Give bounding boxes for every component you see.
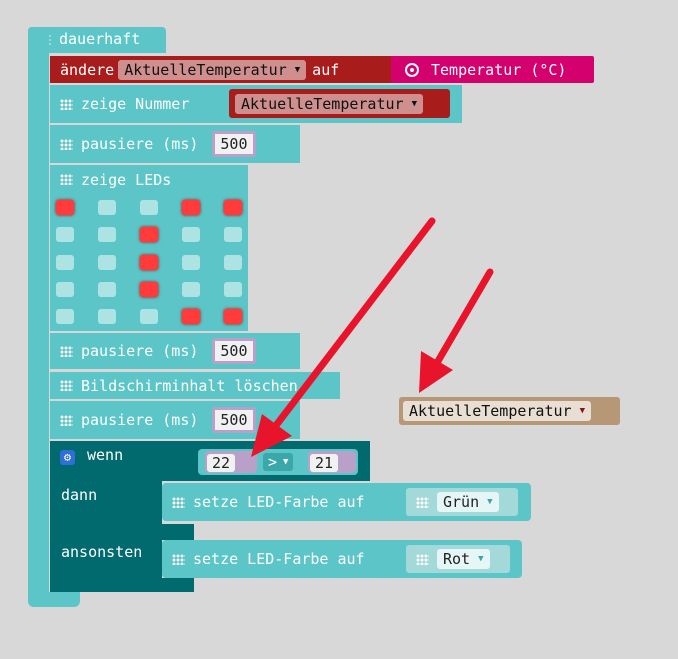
- led-cell[interactable]: [224, 200, 242, 215]
- color-picker-red[interactable]: Rot ▼: [406, 545, 510, 573]
- led-cell[interactable]: [98, 227, 116, 242]
- if-label: wenn: [87, 446, 124, 464]
- compare-left-value[interactable]: 22: [207, 454, 236, 472]
- forever-bottom: [28, 592, 80, 607]
- temperature-block[interactable]: Temperatur (°C): [391, 56, 594, 83]
- pause-value-1[interactable]: 500: [212, 131, 256, 157]
- led-cell[interactable]: [98, 309, 116, 324]
- variable-dropdown-2[interactable]: AktuelleTemperatur ▼: [235, 93, 423, 114]
- temperature-label: Temperatur (°C): [431, 60, 567, 79]
- clear-screen-block[interactable]: Bildschirminhalt löschen: [50, 372, 340, 399]
- chevron-down-icon: ▼: [283, 457, 289, 467]
- grid-dots-icon: [60, 98, 73, 110]
- loose-variable-dropdown[interactable]: AktuelleTemperatur ▼: [403, 401, 591, 421]
- chevron-down-icon: ▼: [478, 554, 484, 564]
- led-cell[interactable]: [140, 309, 158, 324]
- led-cell[interactable]: [182, 227, 200, 242]
- pause-label-2: pausiere (ms): [81, 342, 199, 360]
- led-cell[interactable]: [224, 282, 242, 297]
- else-label: ansonsten: [61, 543, 143, 561]
- grid-dots-icon: [172, 553, 185, 565]
- led-cell[interactable]: [56, 255, 74, 270]
- pause-value-2[interactable]: 500: [212, 338, 256, 364]
- arrow-to-variable: [419, 268, 494, 393]
- pause-label-1: pausiere (ms): [81, 135, 199, 153]
- show-number-label: zeige Nummer: [81, 95, 190, 113]
- color-green-label: Grün: [443, 493, 480, 511]
- color-dropdown-red[interactable]: Rot ▼: [437, 549, 490, 569]
- grid-dots-icon: [60, 174, 73, 185]
- led-cell[interactable]: [140, 282, 158, 297]
- pause-block-1[interactable]: pausiere (ms) 500: [50, 125, 300, 163]
- forever-label: dauerhaft: [59, 30, 141, 48]
- set-led-color-label-1: setze LED-Farbe auf: [193, 493, 365, 511]
- led-cell[interactable]: [224, 309, 242, 324]
- set-variable-label: ändere: [60, 60, 115, 79]
- loose-variable-block[interactable]: AktuelleTemperatur ▼: [399, 397, 620, 425]
- chevron-down-icon: ▼: [579, 406, 585, 416]
- pause-value-3[interactable]: 500: [212, 407, 256, 433]
- led-cell[interactable]: [140, 255, 158, 270]
- compare-operator[interactable]: > ▼: [263, 453, 294, 471]
- set-led-color-label-2: setze LED-Farbe auf: [193, 550, 365, 568]
- led-cell[interactable]: [98, 255, 116, 270]
- show-leds-label: zeige LEDs: [81, 171, 172, 189]
- pause-label-3: pausiere (ms): [81, 411, 199, 429]
- led-cell[interactable]: [224, 255, 242, 270]
- variable-name: AktuelleTemperatur: [124, 60, 287, 79]
- chevron-down-icon: ▼: [411, 98, 417, 109]
- thermometer-icon: [405, 62, 419, 77]
- color-red-label: Rot: [443, 550, 471, 568]
- led-cell[interactable]: [98, 200, 116, 215]
- compare-right-wrap: 21: [308, 451, 356, 473]
- variable-reporter[interactable]: AktuelleTemperatur ▼: [229, 89, 450, 118]
- grid-dots-icon: [172, 496, 185, 508]
- variable-dropdown[interactable]: AktuelleTemperatur ▼: [118, 59, 307, 80]
- clear-screen-label: Bildschirminhalt löschen: [81, 376, 298, 395]
- led-cell[interactable]: [182, 255, 200, 270]
- chevron-down-icon: ▼: [294, 64, 301, 75]
- pause-block-3[interactable]: pausiere (ms) 500: [50, 401, 300, 439]
- pause-block-2[interactable]: pausiere (ms) 500: [50, 333, 300, 369]
- led-cell[interactable]: [182, 200, 200, 215]
- if-bottom: [50, 578, 194, 592]
- gear-icon: ⚙: [60, 450, 75, 465]
- color-dropdown-green[interactable]: Grün ▼: [437, 492, 499, 512]
- grid-dots-icon: [60, 414, 73, 426]
- variable-name-2: AktuelleTemperatur: [241, 94, 404, 113]
- chevron-down-icon: ▼: [487, 497, 493, 507]
- compare-right-value[interactable]: 21: [310, 454, 339, 472]
- color-picker-green[interactable]: Grün ▼: [406, 488, 518, 516]
- led-cell[interactable]: [224, 227, 242, 242]
- grid-dots-icon: [416, 553, 429, 565]
- forever-header: dauerhaft: [38, 30, 140, 48]
- operator-label: >: [268, 453, 278, 471]
- loose-variable-name: AktuelleTemperatur: [409, 402, 572, 420]
- led-cell[interactable]: [56, 309, 74, 324]
- compare-left-wrap: 22: [205, 451, 257, 473]
- grid-dots-icon: [416, 496, 429, 508]
- led-cell[interactable]: [56, 200, 74, 215]
- led-cell[interactable]: [140, 200, 158, 215]
- set-variable-to-label: auf: [312, 60, 340, 79]
- if-left-arm: [50, 441, 162, 591]
- led-cell[interactable]: [98, 282, 116, 297]
- forever-block[interactable]: [28, 27, 166, 53]
- set-variable-block[interactable]: ändere AktuelleTemperatur ▼ auf: [50, 56, 392, 83]
- grid-dots-icon: [60, 380, 73, 391]
- led-cell[interactable]: [140, 227, 158, 242]
- grid-dots-icon: [60, 138, 73, 150]
- show-leds-block[interactable]: zeige LEDs: [50, 165, 248, 331]
- else-band: [50, 524, 194, 540]
- grid-dots-icon: [60, 345, 73, 357]
- forever-left-arm: [28, 27, 49, 607]
- led-cell[interactable]: [182, 309, 200, 324]
- led-cell[interactable]: [182, 282, 200, 297]
- then-label: dann: [61, 486, 98, 504]
- led-cell[interactable]: [56, 282, 74, 297]
- if-header: ⚙ wenn: [60, 446, 123, 465]
- led-cell[interactable]: [56, 227, 74, 242]
